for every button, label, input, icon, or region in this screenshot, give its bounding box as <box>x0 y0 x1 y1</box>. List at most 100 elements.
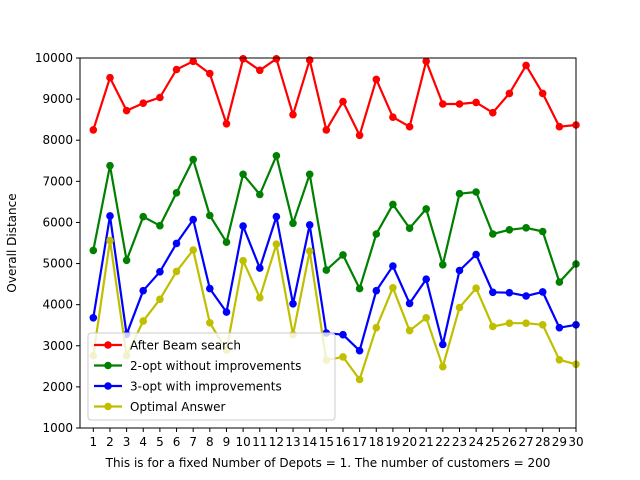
data-point-3-opt-with-improvements <box>139 286 147 295</box>
data-point-3-opt-with-improvements <box>222 308 231 316</box>
data-point-after-beam-search <box>156 93 164 102</box>
data-point-after-beam-search <box>106 73 114 82</box>
data-point-3-opt-with-improvements <box>439 340 447 349</box>
data-point-after-beam-search <box>172 65 181 74</box>
x-tick-label: 24 <box>468 435 483 449</box>
data-point-2-opt-without-improvements <box>106 161 114 170</box>
data-point-after-beam-search <box>239 55 247 63</box>
x-tick-label: 27 <box>518 435 533 449</box>
y-tick-label: 9000 <box>42 92 73 106</box>
data-point-3-opt-with-improvements <box>372 286 381 295</box>
data-point-2-opt-without-improvements <box>522 224 530 232</box>
x-tick-label: 14 <box>302 435 317 449</box>
y-tick-label: 7000 <box>42 174 73 188</box>
data-point-3-opt-with-improvements <box>339 330 347 339</box>
legend-label: 2-opt without improvements <box>130 359 301 373</box>
data-point-3-opt-with-improvements <box>355 346 364 355</box>
data-point-3-opt-with-improvements <box>472 250 480 259</box>
data-point-3-opt-with-improvements <box>489 288 497 297</box>
data-point-optimal-answer <box>422 314 431 322</box>
data-point-optimal-answer <box>472 284 480 293</box>
x-tick-label: 23 <box>452 435 467 449</box>
axes-frame <box>79 57 577 429</box>
series-line-after-beam-search <box>92 57 577 137</box>
data-point-3-opt-with-improvements <box>156 268 164 276</box>
data-point-3-opt-with-improvements <box>206 284 214 293</box>
data-point-optimal-answer <box>156 295 164 304</box>
data-point-3-opt-with-improvements <box>455 266 464 275</box>
x-axis-label: This is for a fixed Number of Depots = 1… <box>105 456 551 470</box>
data-point-2-opt-without-improvements <box>255 190 264 199</box>
legend-item-3-opt-with-improvements: 3-opt with improvements <box>94 380 282 394</box>
x-tick-label: 17 <box>352 435 367 449</box>
data-point-after-beam-search <box>206 69 214 78</box>
x-tick-label: 28 <box>535 435 550 449</box>
x-tick-label: 3 <box>123 435 131 449</box>
data-point-3-opt-with-improvements <box>89 314 98 322</box>
data-point-after-beam-search <box>255 66 264 75</box>
x-tick-label: 16 <box>335 435 350 449</box>
data-point-optimal-answer <box>555 356 564 364</box>
x-tick-label: 18 <box>369 435 384 449</box>
data-point-3-opt-with-improvements <box>389 262 397 270</box>
data-point-3-opt-with-improvements <box>405 299 414 308</box>
data-point-optimal-answer <box>255 293 264 302</box>
x-tick-label: 2 <box>106 435 114 449</box>
y-tick-label: 4000 <box>42 298 73 312</box>
data-point-after-beam-search <box>489 108 497 117</box>
data-point-3-opt-with-improvements <box>172 239 181 248</box>
legend: After Beam search 2-opt without improveme… <box>87 332 336 421</box>
data-point-after-beam-search <box>339 97 347 106</box>
data-point-after-beam-search <box>322 126 331 134</box>
data-point-3-opt-with-improvements <box>538 288 547 296</box>
y-tick-label: 6000 <box>42 215 73 229</box>
data-point-2-opt-without-improvements <box>305 170 314 179</box>
legend-swatch-marker <box>104 382 112 390</box>
x-tick-label: 11 <box>252 435 267 449</box>
data-point-optimal-answer <box>372 323 381 332</box>
data-point-2-opt-without-improvements <box>439 261 447 269</box>
data-point-2-opt-without-improvements <box>455 189 464 198</box>
y-tick-label: 5000 <box>42 257 73 271</box>
y-axis-label: Overall Distance <box>5 193 19 292</box>
data-point-optimal-answer <box>139 317 147 325</box>
x-tick-label: 22 <box>435 435 450 449</box>
data-point-3-opt-with-improvements <box>555 323 564 332</box>
legend-label: After Beam search <box>130 339 241 353</box>
data-point-2-opt-without-improvements <box>489 230 497 238</box>
data-point-2-opt-without-improvements <box>538 227 547 236</box>
data-point-after-beam-search <box>505 89 514 98</box>
x-tick-label: 8 <box>206 435 214 449</box>
data-point-2-opt-without-improvements <box>355 284 364 293</box>
data-point-2-opt-without-improvements <box>122 256 131 265</box>
y-tick-label: 2000 <box>42 380 73 394</box>
y-tick-label: 3000 <box>42 339 73 353</box>
data-point-after-beam-search <box>289 110 297 119</box>
x-tick-label: 12 <box>269 435 284 449</box>
x-tick-label: 15 <box>319 435 334 449</box>
data-point-2-opt-without-improvements <box>172 189 181 197</box>
data-point-after-beam-search <box>405 122 414 131</box>
legend-swatch-marker <box>104 341 112 349</box>
legend-label: Optimal Answer <box>130 400 226 414</box>
y-tick-label: 1000 <box>42 421 73 435</box>
data-point-after-beam-search <box>139 99 147 107</box>
data-point-after-beam-search <box>538 89 547 98</box>
x-tick-label: 5 <box>156 435 164 449</box>
data-point-optimal-answer <box>339 353 347 361</box>
data-point-optimal-answer <box>439 362 447 371</box>
data-point-after-beam-search <box>272 55 281 63</box>
data-point-optimal-answer <box>239 256 247 265</box>
data-point-after-beam-search <box>305 56 314 64</box>
series-2-opt-without-improvements <box>89 152 580 293</box>
legend-item-2-opt-without-improvements: 2-opt without improvements <box>94 359 301 373</box>
data-point-3-opt-with-improvements <box>522 292 530 300</box>
x-tick-label: 30 <box>568 435 583 449</box>
data-point-2-opt-without-improvements <box>339 251 347 259</box>
data-point-2-opt-without-improvements <box>372 230 381 238</box>
legend-item-after-beam-search: After Beam search <box>94 339 241 353</box>
data-point-2-opt-without-improvements <box>405 224 414 232</box>
data-point-optimal-answer <box>455 303 464 312</box>
data-point-2-opt-without-improvements <box>289 219 297 228</box>
